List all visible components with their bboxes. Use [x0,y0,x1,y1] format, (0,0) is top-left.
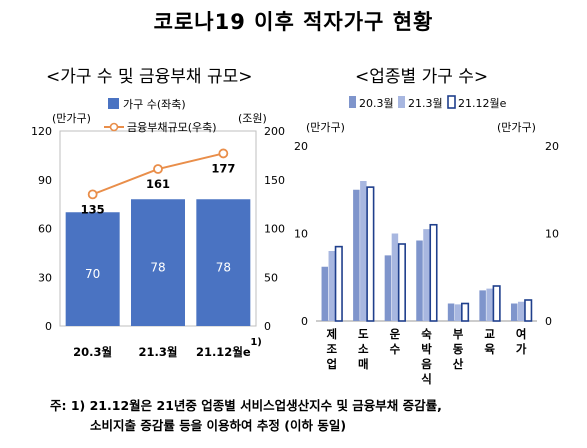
y-tick-right: 100 [264,223,285,236]
y-tick-right: 20 [545,140,559,153]
y-tick-left: 90 [38,174,52,187]
y-tick-left: 30 [38,271,52,284]
legend-swatch-marker [109,122,119,132]
bar [384,255,392,321]
y-tick-right: 0 [264,320,271,333]
bar [321,266,329,321]
right-panel-title: <업종별 가구 수> [355,67,489,87]
page-title: 코로나19 이후 적자가구 현황 [153,10,434,34]
line-data-label: 161 [146,177,170,191]
y-tick-right: 0 [545,315,552,328]
bar [416,240,423,321]
legend-swatch [398,96,405,108]
legend-label-bar: 가구 수(좌축) [123,98,186,111]
y-tick-right: 200 [264,125,285,138]
line-data-label: 177 [211,161,235,175]
x-tick-superscript: 1) [250,337,262,348]
bar [524,299,533,322]
y-tick-left: 60 [38,223,52,236]
bar [517,301,525,321]
footnote-line-2: 소비지출 증감률 등을 이용하여 추정 (이하 동일) [90,418,347,433]
y-tick-left: 0 [45,320,52,333]
line-point [153,164,163,174]
y-tick-right: 10 [545,228,559,241]
y-tick-left: 0 [301,315,308,328]
x-tick-label: 21.12월e [196,345,251,359]
legend-label-line: 금융부채규모(우축) [127,121,217,134]
bar [510,303,518,321]
bar-data-label: 70 [85,267,100,281]
footnote-line-1: 주: 1) 21.12월은 21년중 업종별 서비스업생산지수 및 금융부채 증… [50,398,442,413]
bar [65,212,120,326]
y-tick-right: 150 [264,174,285,187]
bar [423,229,430,321]
bar [429,223,438,322]
bar [353,189,360,321]
legend-label: 21.3월 [408,97,443,110]
bar [397,243,406,322]
bar [461,302,470,322]
legend-label: 21.12월e [458,97,507,110]
legend-swatch [349,96,356,108]
bar [486,288,493,321]
bar [328,251,336,321]
bar [479,290,486,321]
y-unit-right: (만가구) [497,121,536,134]
line-data-label: 135 [81,202,105,216]
bar-data-label: 78 [216,261,231,275]
x-tick-label: 21.3월 [139,345,178,359]
bar [366,186,375,322]
line-point [218,148,229,159]
y-tick-right: 50 [264,271,278,284]
x-tick-label: 20.3월 [73,345,112,359]
y-unit-left: (만가구) [306,121,345,134]
y-tick-left: 120 [31,125,52,138]
y-tick-left: 20 [294,140,308,153]
line-point [87,189,98,200]
bar [360,181,367,321]
bar [492,285,501,322]
bar [454,304,462,321]
footnote: 주: 1) 21.12월은 21년중 업종별 서비스업생산지수 및 금융부채 증… [50,396,442,436]
y-unit-right: (조원) [238,112,267,125]
bar [391,233,399,321]
bar [131,199,185,326]
legend-label: 20.3월 [359,97,394,110]
legend-swatch [447,95,456,109]
left-panel-title: <가구 수 및 금융부채 규모> [46,67,253,87]
bar [196,199,251,326]
bar [447,303,455,321]
y-tick-left: 10 [294,228,308,241]
y-unit-left: (만가구) [52,112,91,125]
bar-data-label: 78 [150,261,165,275]
bar [334,245,343,322]
legend-swatch-bar [108,98,119,109]
